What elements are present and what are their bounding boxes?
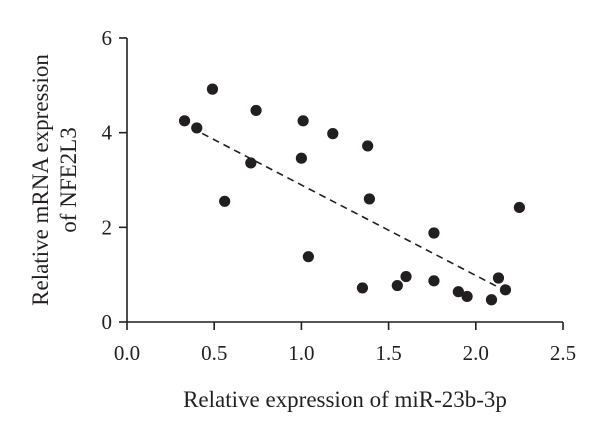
x-tick-label: 1.0 — [288, 341, 314, 365]
data-points — [178, 83, 526, 306]
x-tick-label: 0.0 — [114, 341, 140, 365]
data-point — [245, 157, 257, 169]
data-point — [178, 115, 191, 127]
data-point — [363, 193, 376, 205]
trend-line — [191, 127, 512, 295]
data-point — [461, 290, 473, 303]
data-point — [362, 140, 374, 152]
x-tick-label: 0.5 — [201, 341, 227, 365]
y-tick-label: 6 — [102, 26, 113, 50]
data-point — [428, 227, 440, 239]
data-point — [492, 272, 505, 284]
y-axis-title-line-2: of NFE2L3 — [56, 127, 81, 232]
y-tick-label: 2 — [102, 215, 113, 239]
x-axis-title: Relative expression of miR-23b-3p — [183, 387, 507, 412]
data-point — [356, 282, 369, 294]
data-point — [206, 83, 219, 95]
y-tick-label: 4 — [102, 121, 113, 145]
data-point — [297, 115, 309, 127]
data-point — [391, 279, 403, 292]
data-point — [191, 122, 203, 134]
data-point — [295, 152, 307, 164]
y-axis-title-line-1: Relative mRNA expression — [28, 54, 53, 306]
data-point — [327, 128, 339, 140]
data-point — [250, 104, 262, 117]
data-point — [485, 294, 498, 306]
y-ticks: 0 2 4 6 — [102, 26, 127, 334]
x-tick-label: 2.0 — [463, 341, 489, 365]
y-tick-label: 0 — [102, 310, 113, 334]
data-point — [428, 275, 440, 287]
x-ticks: 0.0 0.5 1.0 1.5 2.0 2.5 — [114, 322, 576, 365]
data-point — [499, 284, 512, 296]
x-tick-label: 2.5 — [550, 341, 576, 365]
data-point — [219, 195, 231, 207]
axes — [126, 38, 563, 323]
x-tick-label: 1.5 — [375, 341, 401, 365]
data-point — [513, 201, 526, 214]
data-point — [400, 270, 412, 283]
data-point — [452, 286, 464, 298]
data-point — [302, 251, 314, 263]
